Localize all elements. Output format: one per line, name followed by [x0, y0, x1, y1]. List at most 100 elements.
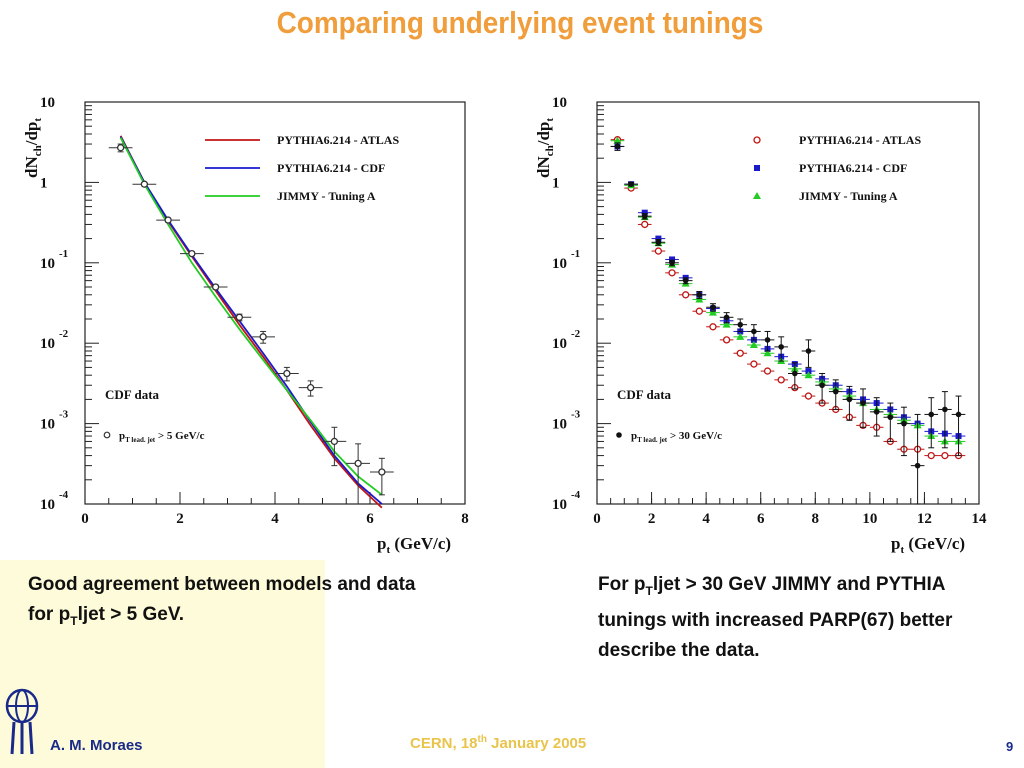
x-tick-label: 8 [461, 511, 469, 527]
y-tick-exponent: -2 [59, 328, 69, 340]
data-point [778, 344, 784, 350]
x-tick-label: 0 [81, 511, 89, 527]
y-tick-label: 1 [40, 175, 48, 191]
data-point [628, 181, 634, 187]
data-point [736, 349, 744, 357]
data-point [259, 333, 267, 341]
annotation-marker [103, 431, 111, 439]
y-tick-label: 10 [552, 256, 567, 272]
data-point [805, 368, 812, 375]
data-point [737, 321, 744, 328]
legend-label: JIMMY - Tuning A [799, 189, 898, 203]
data-point [655, 235, 662, 242]
annotation-cut-sub: T lead. jet [637, 436, 668, 444]
x-tick-label: 14 [972, 511, 988, 527]
legend-swatch [754, 165, 760, 171]
caption-right-text-1: For p [598, 574, 646, 595]
data-point [164, 216, 172, 224]
y-tick-label: 10 [40, 497, 55, 513]
data-point [641, 213, 648, 219]
caption-right-sub: T [645, 583, 653, 598]
data-point [188, 249, 196, 258]
footer-event-sup: th [477, 734, 487, 745]
x-tick-label: 6 [757, 511, 765, 527]
legend-label: PYTHIA6.214 - ATLAS [799, 133, 921, 147]
x-tick-label: 2 [648, 511, 656, 527]
x-axis-label-sub: t [386, 544, 390, 556]
data-point [641, 220, 649, 229]
y-tick-exponent: -4 [59, 489, 69, 501]
legend-swatch [753, 136, 761, 144]
footer-author: A. M. Moraes [50, 737, 143, 754]
data-point [846, 396, 853, 403]
data-point [749, 340, 758, 348]
data-point [709, 323, 717, 331]
y-axis-label-sub: ch [32, 145, 44, 156]
data-point [116, 144, 125, 152]
x-tick-label: 10 [862, 511, 877, 527]
data-point [722, 336, 731, 344]
x-axis-label: pt (GeV/c) [891, 534, 965, 556]
y-tick-label: 10 [552, 497, 567, 513]
data-point [655, 239, 662, 246]
annotation-label: CDF data [105, 387, 160, 402]
y-axis-label-sub: ch [544, 145, 556, 156]
y-tick-label: 10 [552, 336, 567, 352]
data-point [330, 437, 339, 446]
data-point [723, 314, 730, 321]
data-point [804, 371, 813, 379]
x-tick-label: 4 [271, 511, 279, 527]
x-tick-label: 0 [593, 511, 601, 527]
data-point [901, 420, 907, 427]
data-point [832, 388, 839, 395]
x-axis-label: pt (GeV/c) [377, 534, 451, 556]
x-axis-label-unit: (GeV/c) [904, 534, 965, 553]
annotation-cut: pT lead. jet > 5 GeV/c [119, 430, 205, 444]
legend-label: JIMMY - Tuning A [277, 189, 376, 203]
data-point [792, 370, 798, 377]
data-point [613, 136, 622, 144]
caption-right-text-2: ljet > 30 GeV JIMMY and PYTHIA tunings w… [598, 574, 953, 661]
y-axis-label-sub: t [544, 118, 556, 122]
y-tick-exponent: -1 [571, 248, 580, 260]
data-point [942, 406, 948, 413]
data-point [614, 143, 621, 150]
data-point [710, 304, 716, 311]
y-axis-label: dNch/dpt [22, 118, 44, 178]
data-point [751, 328, 757, 335]
data-point [955, 411, 962, 418]
y-tick-label: 10 [40, 336, 55, 352]
series-0 [610, 136, 966, 460]
annotation-cut: pT lead. jet > 30 GeV/c [631, 430, 722, 444]
series-2 [119, 137, 383, 496]
y-tick-label: 10 [552, 417, 567, 433]
legend: PYTHIA6.214 - ATLAS PYTHIA6.214 - CDF JIMM… [753, 133, 921, 203]
y-tick-label: 10 [40, 417, 55, 433]
data-point [722, 320, 731, 328]
series-line [119, 137, 383, 496]
page-number: 9 [1006, 739, 1014, 754]
legend-label: PYTHIA6.214 - CDF [277, 161, 385, 175]
y-tick-exponent: -4 [571, 489, 581, 501]
y-tick-exponent: -2 [571, 328, 581, 340]
data-point [306, 383, 315, 392]
data-point [708, 308, 717, 316]
caption-left-sub: T [70, 613, 78, 628]
data-point [750, 360, 758, 368]
data-point [211, 283, 220, 291]
data-point [669, 260, 675, 266]
y-tick-exponent: -3 [571, 409, 581, 421]
y-tick-exponent: -1 [59, 248, 68, 260]
x-axis-label-unit: (GeV/c) [390, 534, 451, 553]
legend-label: PYTHIA6.214 - ATLAS [277, 133, 399, 147]
data-point [927, 451, 935, 460]
data-point [682, 291, 690, 299]
data-point [354, 459, 362, 468]
x-tick-label: 12 [917, 511, 932, 527]
y-axis-label-mid: /dp [22, 122, 41, 147]
caption-left-text-2: ljet > 5 GeV. [77, 604, 185, 625]
atlas-logo-icon [5, 688, 39, 755]
data-point [887, 414, 894, 421]
data-point [819, 382, 825, 389]
x-axis-label-sub: t [900, 544, 904, 556]
